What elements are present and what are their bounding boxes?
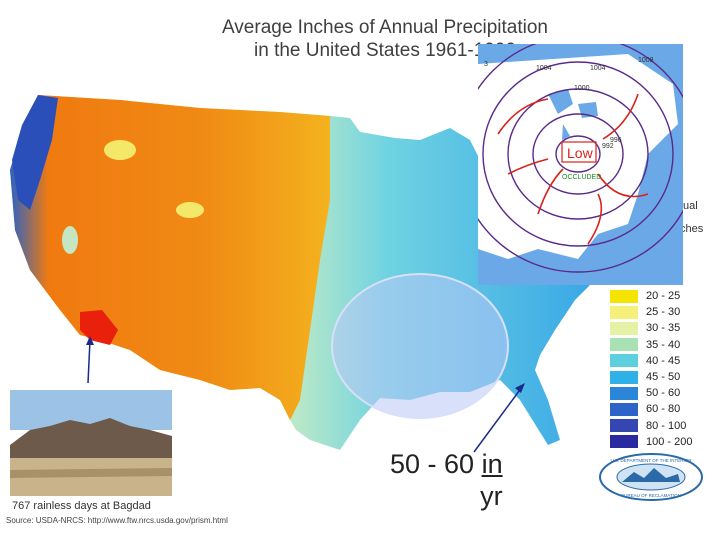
legend-swatch xyxy=(610,321,638,335)
legend-swatch xyxy=(610,386,638,400)
very-dry-desert xyxy=(80,310,118,345)
map-title: Average Inches of Annual Precipitation i… xyxy=(150,16,620,62)
legend-label: 20 - 25 xyxy=(646,290,681,303)
legend-item: 100 - 200 xyxy=(610,434,692,450)
mountain-wet-pocket xyxy=(176,202,204,218)
legend-item: 60 - 80 xyxy=(610,401,692,417)
isobar-label: 996 xyxy=(610,137,622,144)
bureau-of-reclamation-seal: U.S. DEPARTMENT OF THE INTERIOR BUREAU O… xyxy=(598,452,704,502)
weather-inset-map: Low OCCLUDED 1004 1000 996 992 1008 1004… xyxy=(478,44,683,285)
seal-top-text: U.S. DEPARTMENT OF THE INTERIOR xyxy=(611,458,693,463)
highlight-circle xyxy=(331,273,509,419)
low-label: Low xyxy=(567,145,594,161)
wind-arrow xyxy=(602,93,639,140)
legend-item: 45 - 50 xyxy=(610,369,692,385)
annotation-unit-in: in xyxy=(481,449,503,479)
wind-arrow xyxy=(537,168,564,215)
wind-arrow xyxy=(497,98,549,135)
isobar xyxy=(507,88,649,220)
isobar-label: 1004 xyxy=(536,65,552,72)
wind-arrow xyxy=(597,173,649,198)
legend-item: 80 - 100 xyxy=(610,418,692,434)
legend-item: 35 - 40 xyxy=(610,337,692,353)
isobar xyxy=(478,44,683,273)
wind-arrow xyxy=(507,158,549,175)
annotation-unit-yr: yr xyxy=(480,481,503,511)
legend-label: 60 - 80 xyxy=(646,403,681,416)
legend-item: 30 - 35 xyxy=(610,320,692,336)
legend-label: 25 - 30 xyxy=(646,306,681,319)
isobar xyxy=(555,135,601,173)
seal-svg: U.S. DEPARTMENT OF THE INTERIOR BUREAU O… xyxy=(599,453,703,501)
wind-arrow xyxy=(587,193,603,245)
bagdad-desert-photo xyxy=(10,390,172,496)
isobar-label: 1008 xyxy=(638,57,654,64)
isobar xyxy=(482,61,674,247)
legend-item: 20 - 25 xyxy=(610,288,692,304)
precipitation-legend: 20 - 25 25 - 30 30 - 35 35 - 40 40 - 45 45 - … xyxy=(610,288,692,450)
bagdad-arrowhead xyxy=(86,336,94,345)
legend-label: 45 - 50 xyxy=(646,371,681,384)
mountain-range xyxy=(10,418,172,460)
legend-swatch xyxy=(610,402,638,416)
title-line-2: in the United States 1961-1990 xyxy=(254,40,516,61)
seal-mountains xyxy=(622,468,680,482)
isobar-label: 1000 xyxy=(574,85,590,92)
wind-arrows xyxy=(497,93,649,245)
great-lakes xyxy=(548,89,598,140)
legend-partial-line-1: ual xyxy=(683,200,698,212)
legend-swatch xyxy=(610,305,638,319)
annotation-line-1: 50 - 60 in xyxy=(390,448,503,480)
mountain-wet-pocket xyxy=(62,226,78,254)
legend-swatch xyxy=(610,419,638,433)
legend-swatch xyxy=(610,370,638,384)
pacific-northwest-wet-zone xyxy=(12,95,58,210)
source-citation: Source: USDA-NRCS: http://www.ftw.nrcs.u… xyxy=(6,516,228,525)
west-arid-region xyxy=(10,95,330,420)
legend-label: 80 - 100 xyxy=(646,419,687,432)
photo-caption: 767 rainless days at Bagdad xyxy=(12,500,151,512)
florida-arrowhead xyxy=(515,383,525,393)
title-line-1: Average Inches of Annual Precipitation xyxy=(221,17,549,38)
precipitation-annotation: 50 - 60 in yr xyxy=(390,448,503,512)
desert-photo-svg xyxy=(10,390,172,496)
isobar xyxy=(532,113,624,195)
legend-partial-line-2: ches xyxy=(680,223,704,235)
legend-label: 100 - 200 xyxy=(646,435,693,448)
legend-label: 35 - 40 xyxy=(646,338,681,351)
legend-item: 50 - 60 xyxy=(610,385,692,401)
legend-swatch xyxy=(610,338,638,352)
legend-item: 25 - 30 xyxy=(610,304,692,320)
low-marker-box xyxy=(561,141,597,163)
weather-inset-svg: Low OCCLUDED 1004 1000 996 992 1008 1004… xyxy=(478,44,683,285)
isobar-label: 992 xyxy=(602,143,614,150)
legend-swatch xyxy=(610,289,638,303)
bagdad-arrow xyxy=(87,339,91,384)
legend-swatch xyxy=(610,435,638,449)
mountain-wet-pocket xyxy=(104,140,136,160)
legend-label: 30 - 35 xyxy=(646,322,681,335)
legend-swatch xyxy=(610,354,638,368)
legend-label: 50 - 60 xyxy=(646,387,681,400)
occluded-front-label: OCCLUDED xyxy=(562,174,601,181)
isobar-label: 3 xyxy=(484,61,488,68)
isobars xyxy=(478,44,683,273)
legend-label: 40 - 45 xyxy=(646,354,681,367)
isobar-label: 1004 xyxy=(590,65,606,72)
florida-arrow xyxy=(473,386,523,453)
annotation-value: 50 - 60 xyxy=(390,449,475,479)
legend-item: 40 - 45 xyxy=(610,353,692,369)
legend-partial-text: ual ches xyxy=(648,200,718,236)
seal-bottom-text: BUREAU OF RECLAMATION xyxy=(621,493,681,498)
desert-scrub xyxy=(10,468,172,478)
